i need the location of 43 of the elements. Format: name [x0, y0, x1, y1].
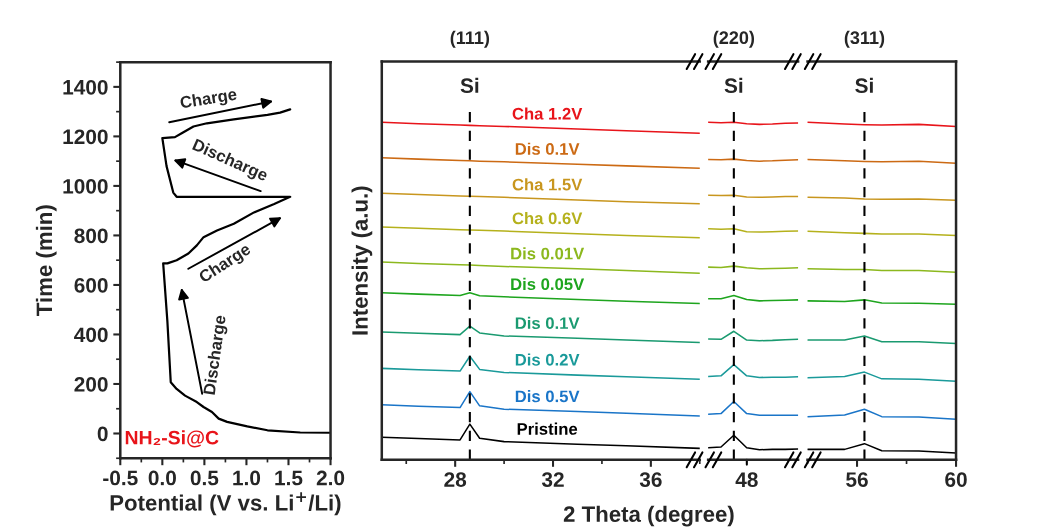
x-tick-label: 60 [945, 472, 967, 487]
x-tick-label: 32 [541, 472, 564, 487]
ref-line-label: Si [460, 77, 479, 94]
x-axis-title: Potential (V vs. Li$^{+}$/Li) [110, 492, 341, 516]
annotation: NH₂-Si@C [125, 430, 219, 448]
x-tick-label: 28 [444, 472, 467, 487]
series-label: Dis 0.5V [515, 390, 580, 403]
y-tick-label: 1400 [63, 79, 108, 95]
x-tick-label: 0.5 [190, 470, 219, 486]
series-label: Pristine [517, 422, 578, 435]
series-label: Dis 0.1V [515, 142, 580, 155]
x-tick-label: 56 [846, 472, 868, 487]
x-tick-label: 2.0 [316, 470, 345, 486]
x-tick-label: -0.5 [103, 470, 138, 486]
series-label: Cha 1.5V [512, 178, 583, 191]
series-label: Cha 1.2V [512, 107, 583, 120]
text: Si [724, 77, 743, 94]
annotation: Charge [179, 87, 238, 112]
series-label: Dis 0.2V [515, 353, 580, 366]
ref-line-label: Si [855, 77, 873, 94]
text: (111) [450, 30, 490, 48]
text: 48 [735, 472, 758, 488]
text: (220) [713, 30, 755, 48]
y-tick-label: 600 [74, 277, 108, 293]
text: (311) [844, 30, 885, 48]
series-label: Cha 0.6V [512, 212, 583, 225]
y-tick-label: 1200 [63, 129, 108, 145]
annotation: Discharge [202, 314, 230, 396]
x-tick-label: 36 [639, 472, 662, 487]
y-tick-label: 0 [97, 426, 108, 442]
x-tick-label: 1.0 [233, 470, 261, 486]
series-label: Dis 0.05V [511, 277, 585, 291]
x-tick-label: 1.5 [275, 470, 303, 486]
series-label: Dis 0.1V [515, 316, 580, 330]
y-axis-title: Time (min) [35, 205, 57, 316]
x-axis-title: 2 Theta (degree) [563, 505, 734, 527]
y-tick-label: 200 [74, 376, 108, 392]
x-tick-label: 0.0 [148, 470, 176, 486]
y-tick-label: 1000 [63, 178, 108, 194]
y-tick-label: 400 [74, 327, 108, 343]
y-axis-title: Intensity (a.u.) [351, 186, 373, 335]
series-label: Dis 0.01V [511, 247, 585, 260]
y-tick-label: 800 [74, 228, 108, 244]
